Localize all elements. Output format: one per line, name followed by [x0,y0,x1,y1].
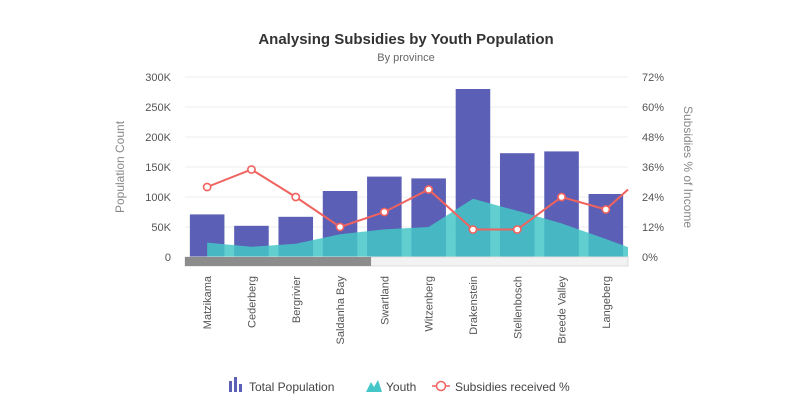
y-right-tick-label: 72% [642,72,664,84]
youth-legend-icon [366,380,382,392]
y-left-axis-title: Population Count [113,120,127,213]
y-right-tick-label: 12% [642,222,664,234]
y-left-tick-label: 200K [145,132,171,144]
line-point[interactable] [379,207,389,217]
y-right-tick-label: 24% [642,192,664,204]
x-tick-label: Stellenbosch [512,276,524,339]
legend-label-total-population[interactable]: Total Population [249,380,334,394]
line-point[interactable] [247,165,256,174]
legend-label-youth[interactable]: Youth [386,380,416,394]
y-left-tick-label: 250K [145,102,171,114]
right-axis: 0% 12% 24% 36% 48% 60% 72% Subsidies % of Incom… [642,72,695,264]
line-point[interactable] [291,192,301,202]
chart-subtitle: By province [377,52,434,64]
line-point[interactable] [335,222,345,232]
line-series [202,165,629,234]
legend: Total Population Youth Subsidies received … [229,377,570,394]
y-right-tick-label: 60% [642,102,664,114]
line-point[interactable] [202,182,212,192]
total-population-legend-icon [234,377,237,392]
x-axis: Matzikama Cederberg Bergrivier Saldanha Bay… [202,275,613,344]
line-point[interactable] [557,192,566,202]
line-point[interactable] [424,185,434,194]
x-tick-label: Saldanha Bay [335,276,347,345]
y-left-tick-label: 50K [151,222,171,234]
area-series [207,198,628,257]
total-population-legend-icon [239,384,242,392]
line-point[interactable] [601,205,611,214]
y-left-tick-label: 100K [145,192,171,204]
y-right-tick-label: 0% [642,252,658,264]
x-tick-label: Drakenstein [468,276,480,335]
y-right-axis-title: Subsidies % of Income [681,106,695,228]
youth-area [207,198,628,257]
y-right-tick-label: 48% [642,132,664,144]
chart-scrollbar[interactable] [184,256,629,267]
x-tick-label: Matzikama [202,275,214,329]
x-tick-label: Witzenberg [424,276,436,332]
subsidies-legend-icon [435,380,447,392]
y-left-tick-label: 0 [165,252,171,264]
legend-label-subsidies[interactable]: Subsidies received % [455,380,570,394]
x-tick-label: Langeberg [601,276,613,329]
chart-title: Analysing Subsidies by Youth Population [258,31,553,48]
x-tick-label: Breede Valley [557,276,569,344]
y-right-tick-label: 36% [642,162,664,174]
total-population-legend-icon [229,381,232,392]
x-tick-label: Bergrivier [291,276,303,323]
y-left-tick-label: 150K [145,162,171,174]
scrollbar-thumb[interactable] [185,257,372,266]
line-point[interactable] [512,225,522,234]
line-point[interactable] [468,225,478,234]
left-axis: 0 50K 100K 150K 200K 250K 300K Population Count [113,72,172,264]
y-left-tick-label: 300K [145,72,171,84]
x-tick-label: Swartland [379,276,391,325]
x-tick-label: Cederberg [246,276,258,328]
